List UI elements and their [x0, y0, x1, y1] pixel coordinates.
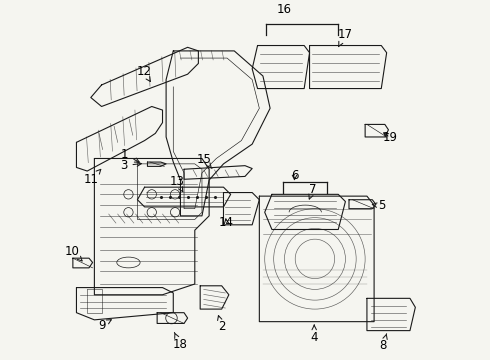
Text: 4: 4 — [311, 325, 318, 344]
Text: 8: 8 — [379, 334, 387, 352]
Text: 13: 13 — [170, 175, 184, 192]
Text: 6: 6 — [291, 169, 298, 182]
Text: 1: 1 — [121, 148, 139, 162]
Text: 15: 15 — [196, 153, 212, 168]
Text: 7: 7 — [309, 183, 317, 199]
Text: 12: 12 — [136, 65, 151, 82]
Text: 18: 18 — [172, 332, 187, 351]
Text: 11: 11 — [84, 169, 101, 186]
Text: 5: 5 — [372, 199, 386, 212]
Text: 14: 14 — [219, 216, 234, 229]
Text: 16: 16 — [276, 3, 291, 16]
Text: 17: 17 — [337, 28, 352, 47]
Text: 2: 2 — [218, 316, 225, 333]
Text: 3: 3 — [120, 159, 142, 172]
Text: 10: 10 — [65, 244, 82, 261]
Text: 19: 19 — [383, 131, 398, 144]
Text: 9: 9 — [98, 319, 111, 332]
